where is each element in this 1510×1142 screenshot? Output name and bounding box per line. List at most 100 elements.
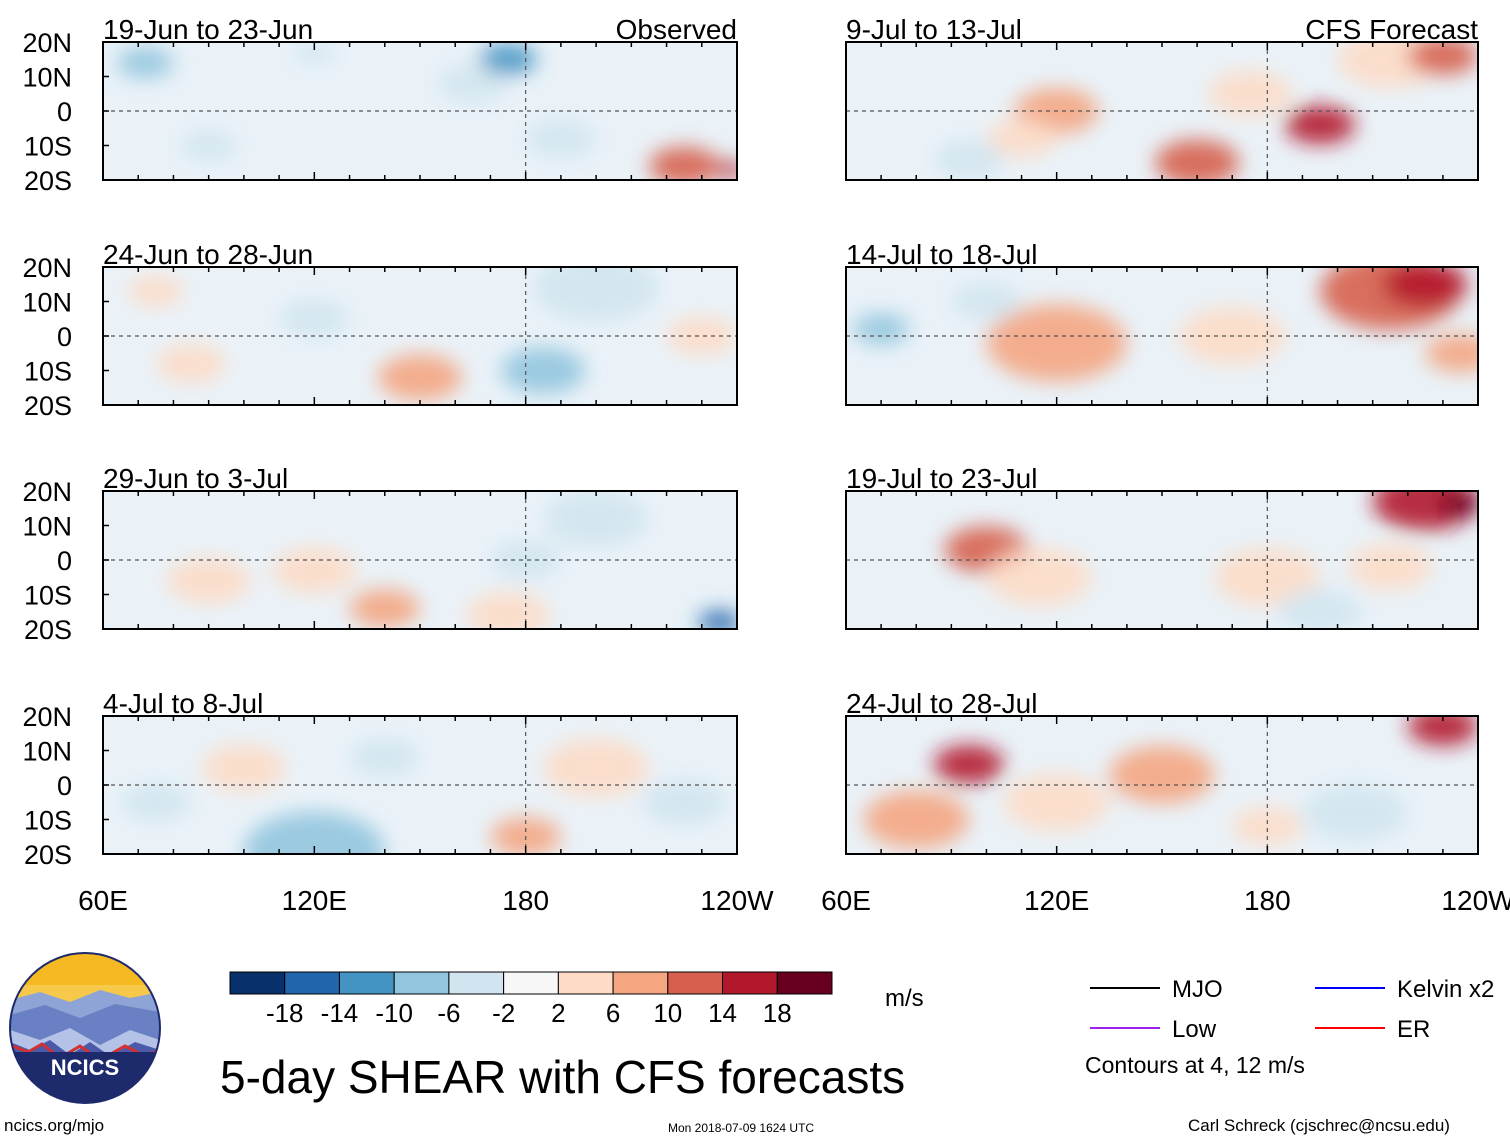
- shear-anomaly: [349, 588, 420, 628]
- y-tick-label: 10N: [22, 63, 72, 93]
- shear-anomaly: [986, 119, 1057, 158]
- shear-anomaly: [243, 811, 385, 854]
- shear-anomaly: [490, 817, 561, 854]
- y-tick-label: 10S: [24, 581, 72, 611]
- figure-title: 5-day SHEAR with CFS forecasts: [220, 1051, 906, 1103]
- panel-5: 9-Jul to 13-Jul CFS Forecast: [845, 14, 1479, 181]
- shear-anomaly: [1277, 588, 1363, 629]
- colorbar-label: 14: [708, 998, 737, 1028]
- shear-anomaly: [1284, 105, 1356, 145]
- shear-anomaly: [201, 744, 287, 791]
- colorbar-label: 2: [551, 998, 565, 1028]
- y-tick-label: 10N: [22, 288, 72, 318]
- timestamp: Mon 2018-07-09 1624 UTC: [668, 1121, 815, 1135]
- colorbar-label: -10: [375, 998, 413, 1028]
- shear-field: [120, 738, 727, 854]
- y-tick-label: 20S: [24, 166, 72, 196]
- y-tick-label: 20N: [22, 253, 72, 283]
- shear-anomaly: [465, 591, 551, 629]
- y-tick-label: 20N: [22, 28, 72, 58]
- x-tick-label: 120W: [700, 885, 774, 916]
- contour-note: Contours at 4, 12 m/s: [1085, 1052, 1305, 1078]
- shear-anomaly: [293, 42, 336, 64]
- shear-anomaly: [166, 557, 251, 604]
- observed-label: Observed: [616, 14, 737, 45]
- legend: MJO Kelvin x2 Low ER: [1090, 976, 1494, 1043]
- x-tick-label: 120E: [1024, 885, 1089, 916]
- panel-period-label: 19-Jul to 23-Jul: [846, 463, 1037, 494]
- shear-anomaly: [986, 304, 1127, 382]
- colorbar-swatch: [448, 971, 505, 995]
- legend-label: Low: [1172, 1016, 1217, 1043]
- shear-anomaly: [349, 738, 420, 777]
- y-tick-label: 20S: [24, 391, 72, 421]
- shear-anomaly: [377, 354, 463, 401]
- x-tick-label: 180: [1244, 885, 1291, 916]
- shear-anomaly: [1439, 493, 1478, 517]
- y-tick-label: 0: [57, 771, 72, 801]
- author-credit: Carl Schreck (cjschrec@ncsu.edu): [1188, 1116, 1450, 1135]
- legend-label: ER: [1397, 1016, 1430, 1043]
- shear-anomaly: [1302, 783, 1408, 842]
- panel-7: 19-Jul to 23-Jul: [845, 463, 1479, 630]
- shear-field: [933, 42, 1478, 180]
- shear-anomaly: [490, 540, 561, 580]
- x-tick-label: 120E: [282, 885, 347, 916]
- panel-period-label: 24-Jul to 28-Jul: [846, 688, 1037, 719]
- shear-anomaly: [1383, 267, 1468, 308]
- colorbar: -18 -14 -10 -6 -2 2 6 10 14 18: [229, 971, 833, 1028]
- shear-field: [127, 267, 737, 401]
- y-tick-label: 10S: [24, 357, 72, 387]
- shear-anomaly: [120, 782, 192, 822]
- y-tick-label: 20S: [24, 840, 72, 870]
- panel-8: 24-Jul to 28-Jul: [845, 688, 1479, 855]
- colorbar-swatch: [667, 971, 724, 995]
- colorbar-swatch: [393, 971, 450, 995]
- panel-period-label: 9-Jul to 13-Jul: [846, 14, 1022, 45]
- legend-label: Kelvin x2: [1397, 976, 1494, 1003]
- shear-anomaly: [1407, 716, 1478, 746]
- shear-anomaly: [666, 316, 737, 356]
- shear-anomaly: [479, 43, 537, 75]
- shear-anomaly: [279, 299, 350, 339]
- panel-period-label: 4-Jul to 8-Jul: [103, 688, 263, 719]
- logo-text: NCICS: [51, 1055, 119, 1080]
- shear-anomaly: [501, 347, 586, 394]
- colorbar-swatch: [612, 971, 669, 995]
- panels: 19-Jun to 23-Jun Observed20N10N010S20S24-…: [22, 14, 1510, 916]
- colorbar-label: -14: [321, 998, 359, 1028]
- panel-3: 29-Jun to 3-Jul 20N 10N 0 10S 20S: [22, 463, 738, 645]
- shear-anomaly: [698, 610, 737, 629]
- y-tick-label: 20N: [22, 477, 72, 507]
- colorbar-label: 10: [653, 998, 682, 1028]
- shear-anomaly: [1207, 70, 1292, 117]
- panel-1: 19-Jun to 23-Jun Observed 20N 10N 0 10S 20S: [22, 14, 738, 196]
- shear-anomaly: [933, 744, 1005, 784]
- colorbar-swatch: [557, 971, 614, 995]
- ncics-logo: NCICS: [9, 952, 161, 1104]
- shear-anomaly: [155, 344, 227, 383]
- y-tick-label: 0: [57, 546, 72, 576]
- colorbar-swatch: [776, 971, 833, 995]
- units-label: m/s: [885, 985, 924, 1012]
- shear-field: [944, 491, 1478, 629]
- colorbar-swatch: [338, 971, 395, 995]
- shear-anomaly: [525, 119, 597, 158]
- panel-4: 4-Jul to 8-Jul 20N 10N 0 10S 20S: [22, 688, 738, 870]
- x-tick-label: 180: [502, 885, 549, 916]
- panel-2: 24-Jun to 28-Jun 20N 10N 0 10S 20S: [22, 239, 738, 421]
- shear-anomaly: [180, 130, 237, 161]
- shear-anomaly: [641, 779, 727, 826]
- y-tick-label: 0: [57, 97, 72, 127]
- y-tick-label: 20S: [24, 615, 72, 645]
- colorbar-swatch: [229, 971, 286, 995]
- shear-anomaly: [1425, 333, 1478, 373]
- shear-field: [117, 42, 737, 180]
- shear-anomaly: [117, 47, 174, 79]
- colorbar-label: 18: [763, 998, 792, 1028]
- shear-anomaly: [127, 275, 185, 307]
- ncics-url-link[interactable]: ncics.org/mjo: [4, 1116, 105, 1135]
- shear-field: [166, 491, 737, 629]
- shear-anomaly: [1407, 42, 1478, 76]
